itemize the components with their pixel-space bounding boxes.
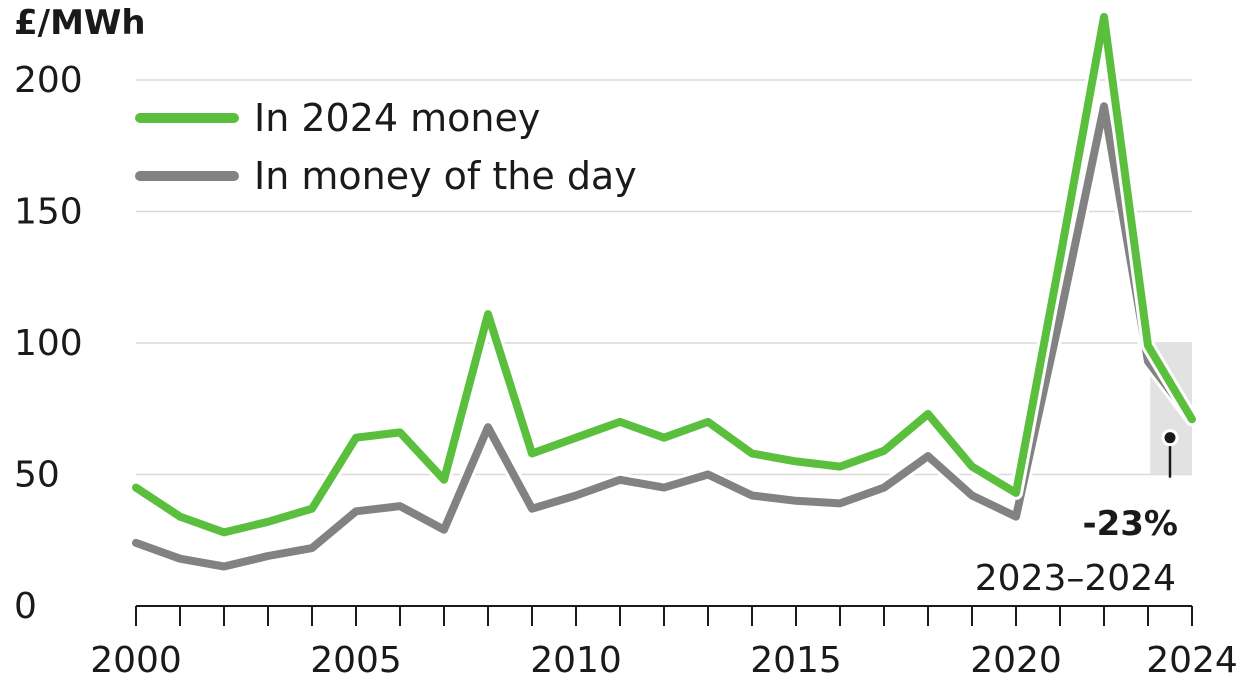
y-axis-unit-label: £/MWh <box>14 3 146 43</box>
y-tick-label-0: 0 <box>14 586 37 627</box>
x-tick-label-2015: 2015 <box>750 640 842 681</box>
axes: 0 50 100 150 200 2000 2005 2010 2015 2020 2024 <box>14 60 1238 681</box>
series-lines <box>129 9 1199 574</box>
annotation-marker-dot <box>1161 429 1179 447</box>
x-tick-label-2010: 2010 <box>530 640 622 681</box>
x-tick-label-2000: 2000 <box>90 640 182 681</box>
x-tick-label-2005: 2005 <box>310 640 402 681</box>
annotation-value: -23% <box>1083 504 1179 544</box>
annotation-period: 2023–2024 <box>975 558 1176 599</box>
y-tick-label-150: 150 <box>14 192 83 233</box>
change-annotation: -23% 2023–2024 <box>975 429 1179 599</box>
y-tick-label-100: 100 <box>14 323 83 364</box>
y-tick-label-200: 200 <box>14 60 83 101</box>
legend: In 2024 money In money of the day <box>135 96 637 198</box>
series-line-in-money-of-the-day <box>132 102 1196 571</box>
legend-label-in-2024-money: In 2024 money <box>254 96 540 140</box>
x-tick-label-2024: 2024 <box>1146 640 1238 681</box>
y-tick-label-50: 50 <box>14 455 60 496</box>
legend-label-in-money-of-the-day: In money of the day <box>254 154 637 198</box>
series-line-in-2024-money <box>132 12 1196 537</box>
x-tick-label-2020: 2020 <box>970 640 1062 681</box>
